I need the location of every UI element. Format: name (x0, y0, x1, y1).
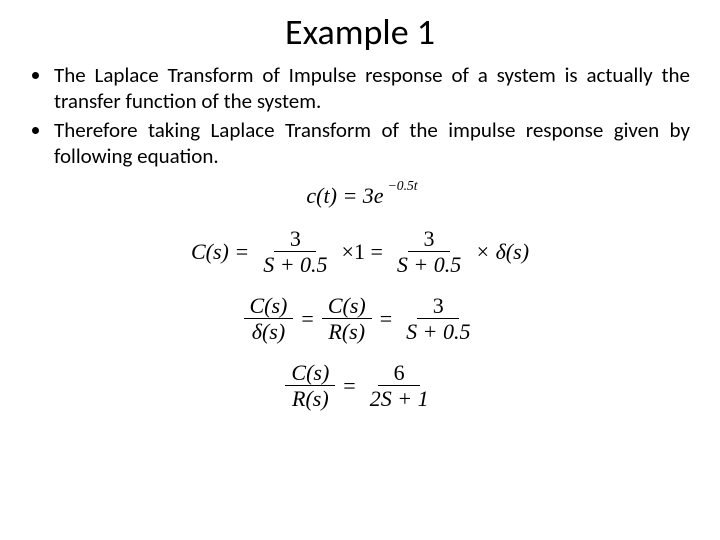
eq3-frac-1: C(s) δ(s) (244, 294, 294, 343)
eq1-exponent: −0.5t (388, 178, 418, 194)
eq1-lhs: c(t) = 3e (302, 183, 387, 209)
denominator: δ(s) (246, 319, 291, 343)
numerator: 3 (417, 294, 459, 319)
bullet-list: The Laplace Transform of Impulse respons… (30, 62, 690, 169)
eq2-lhs: C(s) = (187, 239, 253, 265)
slide: Example 1 The Laplace Transform of Impul… (0, 0, 720, 540)
equation-4: C(s) R(s) = 6 2S + 1 (30, 361, 690, 410)
eq3-frac-3: 3 S + 0.5 (400, 294, 476, 343)
eq4-frac-2: 6 2S + 1 (364, 361, 435, 410)
numerator: 3 (408, 227, 450, 252)
eq2-mid-1: ×1 = (338, 239, 387, 265)
denominator: S + 0.5 (400, 319, 476, 343)
eq3-frac-2: C(s) R(s) (322, 294, 372, 343)
eq2-frac-1: 3 S + 0.5 (257, 227, 333, 276)
equation-1: c(t) = 3e−0.5t (30, 183, 690, 209)
numerator: C(s) (285, 361, 335, 386)
equation-2: C(s) = 3 S + 0.5 ×1 = 3 S + 0.5 × δ(s) (30, 227, 690, 276)
numerator: C(s) (244, 294, 294, 319)
bullet-item: The Laplace Transform of Impulse respons… (52, 62, 690, 115)
eq2-mid-2: × δ(s) (471, 239, 533, 265)
equation-3: C(s) δ(s) = C(s) R(s) = 3 S + 0.5 (30, 294, 690, 343)
eq4-mid: = (339, 373, 359, 399)
equation-block: c(t) = 3e−0.5t C(s) = 3 S + 0.5 ×1 = 3 S… (30, 183, 690, 411)
numerator: 3 (274, 227, 316, 252)
denominator: 2S + 1 (364, 386, 435, 410)
numerator: C(s) (322, 294, 372, 319)
eq3-mid-1: = (297, 306, 317, 332)
bullet-item: Therefore taking Laplace Transform of th… (52, 117, 690, 170)
eq4-frac-1: C(s) R(s) (285, 361, 335, 410)
denominator: S + 0.5 (391, 252, 467, 276)
denominator: R(s) (322, 319, 371, 343)
denominator: R(s) (286, 386, 335, 410)
denominator: S + 0.5 (257, 252, 333, 276)
eq2-frac-2: 3 S + 0.5 (391, 227, 467, 276)
slide-title: Example 1 (30, 10, 690, 54)
numerator: 6 (378, 361, 420, 386)
eq3-mid-2: = (376, 306, 396, 332)
